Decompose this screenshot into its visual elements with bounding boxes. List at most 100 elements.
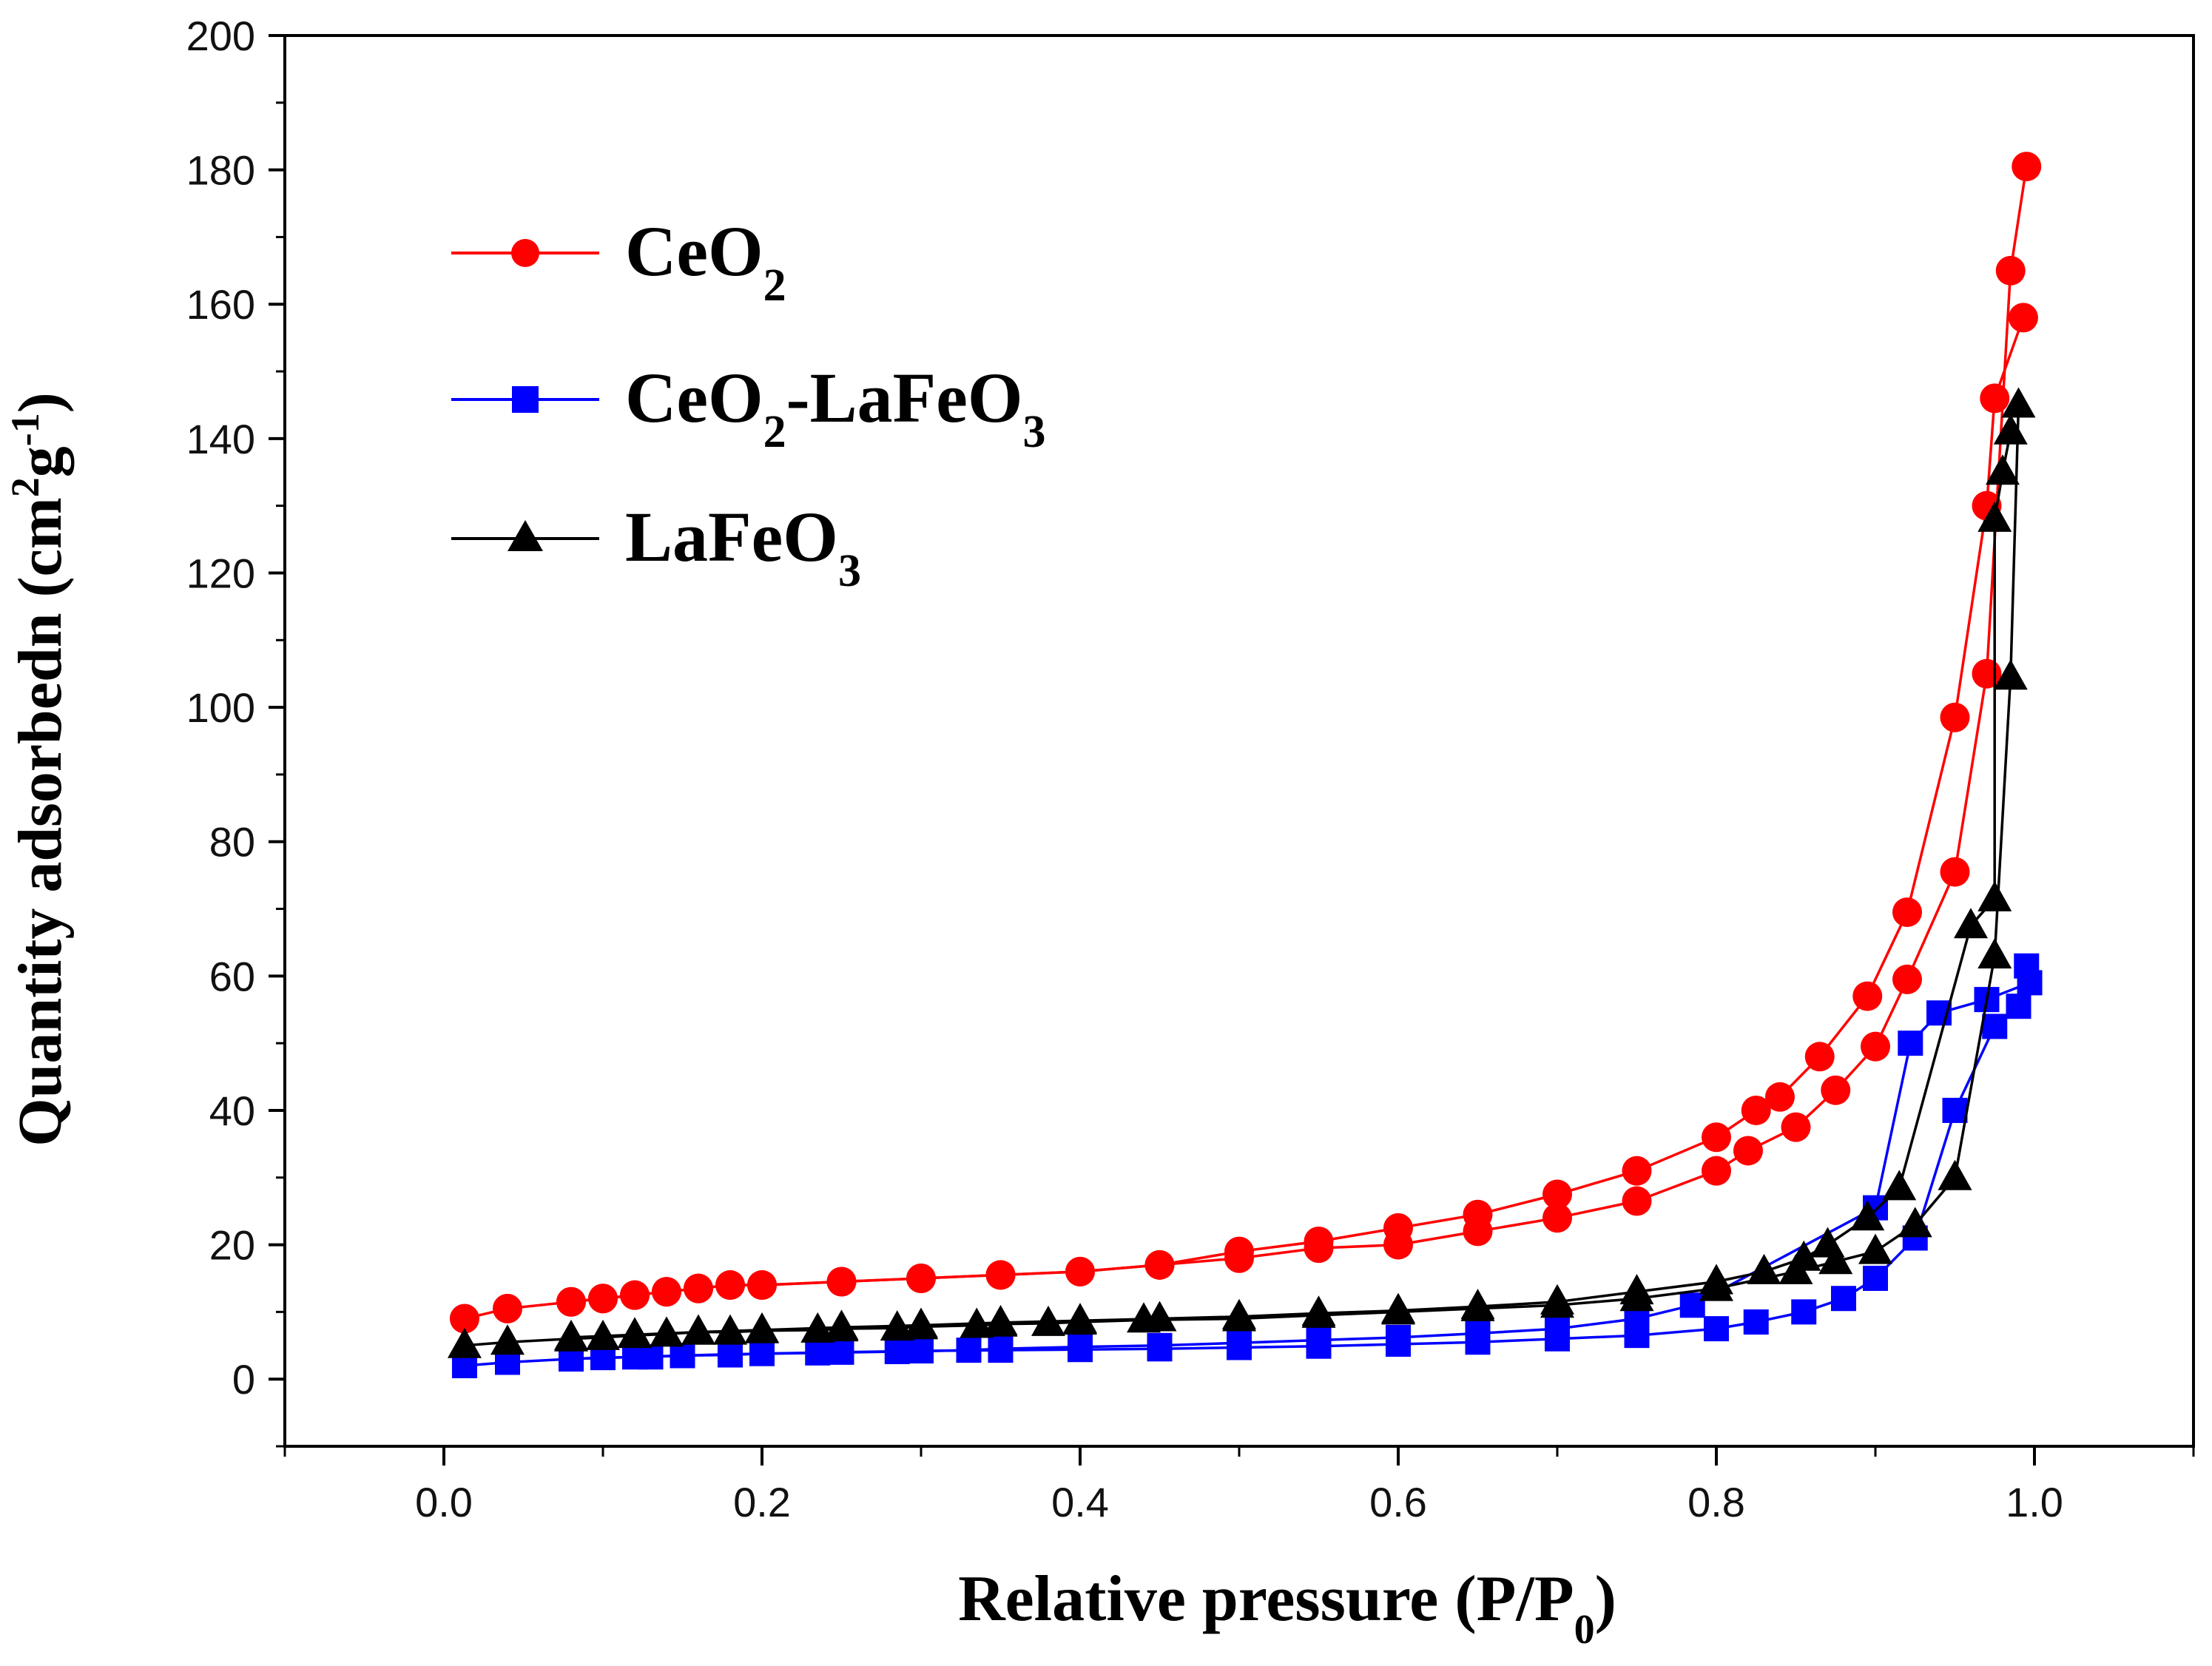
data-point-lafeo3 — [1699, 1264, 1733, 1295]
data-point-ceo2-lafeo3 — [805, 1340, 831, 1366]
data-point-ceo2-lafeo3 — [2017, 970, 2043, 996]
legend-marker-ceo2 — [511, 239, 539, 267]
data-point-ceo2-lafeo3 — [1545, 1316, 1570, 1342]
data-point-ceo2 — [1542, 1203, 1572, 1233]
data-point-ceo2-lafeo3 — [988, 1336, 1014, 1362]
data-point-lafeo3 — [1142, 1301, 1177, 1332]
data-point-ceo2 — [1852, 981, 1883, 1011]
data-point-ceo2 — [715, 1270, 745, 1301]
data-point-ceo2 — [1940, 702, 1970, 732]
data-point-ceo2 — [1224, 1236, 1254, 1267]
data-point-ceo2-lafeo3 — [718, 1341, 743, 1367]
data-point-ceo2-lafeo3 — [670, 1343, 695, 1369]
data-point-ceo2 — [1733, 1136, 1763, 1166]
data-point-lafeo3 — [1954, 908, 1988, 939]
legend-label-ceo2: CeO2 — [625, 212, 786, 311]
data-point-lafeo3 — [1460, 1289, 1495, 1320]
data-point-ceo2 — [449, 1304, 479, 1334]
data-point-ceo2-lafeo3 — [1898, 1031, 1923, 1056]
legend-entry-ceo2-lafeo3: CeO2-LaFeO3 — [451, 358, 1046, 457]
data-point-ceo2 — [2012, 152, 2042, 182]
legend-marker-lafeo3 — [508, 520, 543, 551]
data-point-ceo2 — [588, 1284, 618, 1314]
x-tick-label: 0.2 — [733, 1479, 791, 1525]
data-point-ceo2 — [652, 1277, 681, 1307]
data-point-ceo2 — [1995, 255, 2026, 286]
data-point-ceo2-lafeo3 — [1679, 1292, 1705, 1318]
data-point-lafeo3 — [1882, 1170, 1917, 1201]
data-point-ceo2-lafeo3 — [1831, 1286, 1856, 1312]
x-tick-label: 0.4 — [1051, 1479, 1109, 1525]
data-point-lafeo3 — [447, 1327, 482, 1358]
data-point-lafeo3 — [2001, 387, 2036, 418]
data-point-lafeo3 — [681, 1314, 715, 1345]
data-point-lafeo3 — [745, 1312, 779, 1343]
data-point-lafeo3 — [1898, 1207, 1932, 1238]
data-point-lafeo3 — [1993, 659, 2028, 690]
data-point-lafeo3 — [1063, 1303, 1097, 1334]
data-point-lafeo3 — [824, 1309, 859, 1340]
data-point-ceo2-lafeo3 — [1982, 1014, 2008, 1039]
data-point-ceo2 — [1940, 857, 1970, 887]
x-tick-label: 0.8 — [1687, 1479, 1745, 1525]
data-point-ceo2 — [1463, 1199, 1493, 1230]
y-tick-label: 20 — [209, 1222, 255, 1269]
tick-marks — [269, 34, 2195, 1466]
legend-marker-ceo2-lafeo3 — [512, 386, 539, 413]
legend: CeO2 CeO2-LaFeO3 LaFeO3 — [451, 212, 1046, 596]
data-point-ceo2 — [1144, 1250, 1175, 1280]
data-point-ceo2 — [1892, 897, 1922, 928]
y-tick-label: 100 — [186, 684, 255, 731]
data-point-ceo2 — [620, 1280, 650, 1310]
data-point-ceo2 — [747, 1270, 777, 1301]
data-point-ceo2 — [1622, 1156, 1652, 1186]
data-point-lafeo3 — [1850, 1200, 1885, 1231]
data-point-ceo2-lafeo3 — [1791, 1299, 1817, 1325]
data-point-ceo2 — [1304, 1227, 1334, 1257]
data-point-ceo2-lafeo3 — [1704, 1316, 1729, 1342]
data-point-lafeo3 — [1986, 454, 2020, 485]
data-point-lafeo3 — [1619, 1274, 1654, 1305]
data-point-ceo2 — [1702, 1156, 1731, 1186]
data-point-lafeo3 — [983, 1304, 1018, 1335]
series-line-ceo2-lafeo3-desorption — [570, 981, 2031, 1360]
data-point-ceo2-lafeo3 — [1743, 1309, 1769, 1335]
data-point-lafeo3 — [1810, 1227, 1845, 1258]
data-series — [447, 152, 2043, 1379]
data-point-ceo2-lafeo3 — [1942, 1097, 1968, 1123]
legend-entry-ceo2: CeO2 — [451, 212, 786, 311]
data-point-lafeo3 — [1977, 880, 2012, 911]
data-point-lafeo3 — [1747, 1253, 1781, 1284]
data-point-ceo2 — [1542, 1179, 1572, 1210]
data-point-ceo2-lafeo3 — [1863, 1265, 1888, 1291]
series-line-ceo2-adsorption — [464, 166, 2028, 1321]
data-point-ceo2 — [1765, 1082, 1795, 1112]
data-point-lafeo3 — [1858, 1233, 1892, 1264]
data-point-ceo2 — [1622, 1186, 1652, 1216]
data-point-lafeo3 — [1993, 414, 2028, 445]
data-point-ceo2 — [826, 1267, 857, 1297]
data-point-ceo2-lafeo3 — [1227, 1330, 1252, 1356]
data-point-ceo2 — [1892, 964, 1922, 994]
data-point-ceo2 — [1702, 1122, 1731, 1153]
y-tick-label: 80 — [209, 819, 255, 866]
y-tick-label: 60 — [209, 953, 255, 999]
data-point-ceo2 — [1804, 1042, 1835, 1072]
data-point-lafeo3 — [1301, 1295, 1336, 1326]
x-axis-title: Relative pressure (P/P0) — [958, 1563, 1616, 1653]
data-point-lafeo3 — [1540, 1284, 1574, 1315]
data-point-ceo2 — [1821, 1075, 1851, 1105]
data-point-ceo2 — [1861, 1031, 1890, 1062]
series-line-ceo2-desorption — [570, 317, 2025, 1304]
data-point-lafeo3 — [554, 1319, 588, 1350]
data-point-ceo2-lafeo3 — [1068, 1334, 1093, 1360]
series-ceo2 — [449, 152, 2042, 1334]
series-lafeo3 — [447, 387, 2036, 1358]
x-tick-label: 0.0 — [415, 1479, 473, 1525]
data-point-ceo2-lafeo3 — [1306, 1327, 1332, 1353]
data-point-ceo2 — [556, 1286, 586, 1317]
data-point-lafeo3 — [1222, 1298, 1256, 1329]
x-tick-label: 0.6 — [1369, 1479, 1427, 1525]
